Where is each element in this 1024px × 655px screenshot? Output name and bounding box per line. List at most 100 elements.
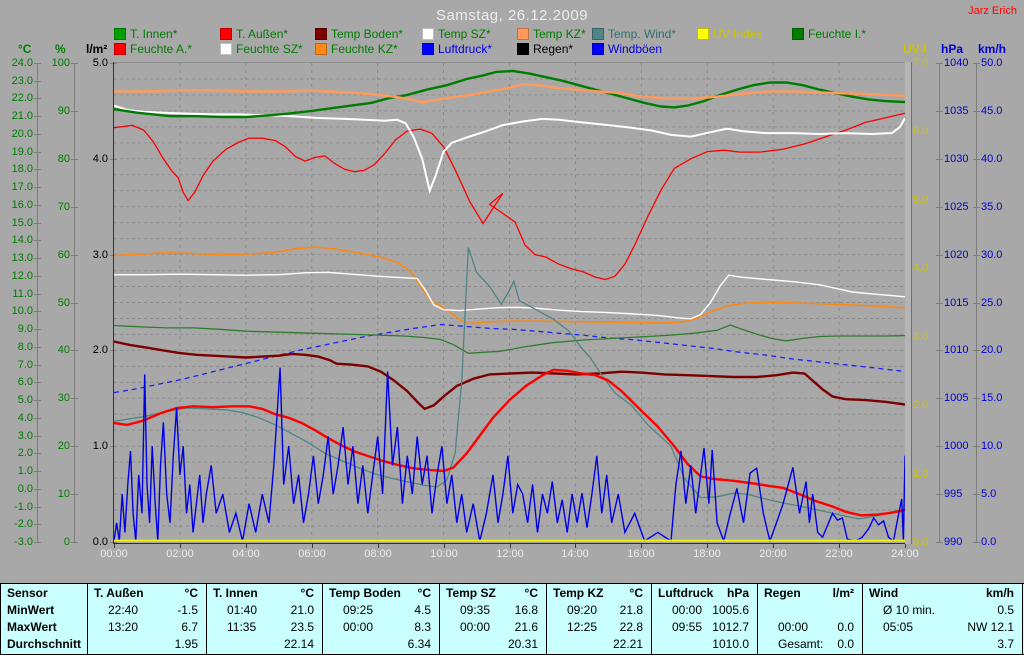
table-data-row: 3.7 (863, 636, 1022, 653)
legend-swatch-icon (592, 43, 604, 55)
axis-kmh-tick (973, 159, 980, 160)
axis-c-tick-label: 12.0 (11, 270, 33, 282)
axis--tick-label: 0 (63, 536, 70, 548)
cell-time: 00:00 (343, 620, 374, 634)
axis-kmh-tick-label: 25.0 (981, 297, 1003, 309)
axis-kmh-tick-label: 45.0 (981, 105, 1003, 117)
page-title: Samstag, 26.12.2009 (435, 7, 589, 24)
legend-swatch-icon (592, 28, 604, 40)
axis-hpa-line (939, 63, 940, 542)
table-column-luftdruck: Luftdruck hPa 00:00 1005.6 09:55 1012.7 1010.0 (652, 584, 758, 654)
axis-c-tick-label: 13.0 (11, 252, 33, 264)
axis-hpa-tick-label: 990 (944, 536, 963, 548)
column-name: Luftdruck (658, 586, 714, 600)
axis-x-tick (575, 544, 576, 548)
series-temp-boden (114, 340, 905, 411)
axis-hpa-tick (936, 63, 943, 64)
axis--tick (71, 303, 78, 304)
axis-c-tick-label: 21.0 (11, 110, 33, 122)
axis-uvi-tick-label: 6.0 (913, 125, 929, 137)
column-name: Temp KZ (553, 586, 604, 600)
cell-value: 1010.0 (712, 637, 749, 651)
axis-uvi-tick-label: 0.0 (913, 536, 929, 548)
axis--tick (71, 159, 78, 160)
axis-x-tick-label: 10:00 (430, 548, 458, 560)
axis-c-tick (34, 400, 41, 401)
column-name: Wind (869, 586, 899, 600)
axis--tick-label: 40 (57, 344, 70, 356)
table-header-row: Temp Boden °C (323, 585, 439, 602)
axis-x-tick (312, 544, 313, 548)
axis-lm-header: l/m² (86, 42, 108, 56)
series-feuchte-sz (114, 271, 905, 320)
legend-item-temp-kz-: Temp KZ* (517, 27, 586, 41)
table-column-temp-sz: Temp SZ °C 09:35 16.8 00:00 21.6 20.31 (440, 584, 547, 654)
axis-c-tick (34, 436, 41, 437)
axis-c-tick-label: 24.0 (11, 57, 33, 69)
legend-swatch-icon (220, 43, 232, 55)
table-data-row: 09:20 21.8 (547, 602, 651, 619)
cell-value: 16.8 (514, 603, 538, 617)
axis-c-tick (34, 329, 41, 330)
column-unit: km/h (985, 586, 1014, 600)
legend-swatch-icon (315, 28, 327, 40)
axis-kmh-tick-label: 0.0 (981, 536, 997, 548)
cell-time: 00:00 (460, 620, 491, 634)
axis-kmh-tick (973, 350, 980, 351)
axis-c-tick-label: 9.0 (17, 323, 33, 335)
axis-hpa-tick-label: 1015 (944, 297, 969, 309)
table-header-row: T. Außen °C (88, 585, 206, 602)
table-data-row: 22.21 (547, 636, 651, 653)
axis-c-tick-label: 8.0 (17, 341, 33, 353)
axis-x-tick (707, 544, 708, 548)
legend-item-feuchte-a-: Feuchte A.* (114, 42, 192, 56)
plot-border-left (113, 62, 114, 544)
legend-label: Temp. Wind* (608, 27, 677, 41)
axis-c-tick (34, 223, 41, 224)
axis-kmh-tick (973, 542, 980, 543)
stats-table: Sensor MinWert MaxWert Durchschnitt T. Außen… (0, 583, 1024, 655)
plot-border-bottom (113, 543, 911, 544)
axis-kmh-tick (973, 446, 980, 447)
legend-swatch-icon (114, 28, 126, 40)
axis--tick (71, 63, 78, 64)
axis-c-tick (34, 98, 41, 99)
table-row-label-row: Sensor (1, 585, 87, 602)
cell-value: 1005.6 (712, 603, 749, 617)
cell-value: 8.3 (414, 620, 431, 634)
axis-uvi-tick-label: 3.0 (913, 331, 929, 343)
series-feuchte-kz (114, 246, 905, 325)
table-data-row: 22:40 -1.5 (88, 602, 206, 619)
axis-c-header: °C (18, 42, 32, 56)
legend-swatch-icon (315, 43, 327, 55)
axis-x-tick-label: 00:00 (100, 548, 128, 560)
legend-swatch-icon (422, 43, 434, 55)
axis-c-tick (34, 347, 41, 348)
cell-value: 1.95 (174, 637, 198, 651)
cell-value: 6.34 (407, 637, 431, 651)
table-data-row: 00:00 1005.6 (652, 602, 757, 619)
axis-c-tick-label: -1.0 (14, 501, 33, 513)
axis-kmh-tick (973, 494, 980, 495)
axis-lm-tick-label: 0.0 (92, 536, 108, 548)
axis-kmh-tick-label: 5.0 (981, 488, 997, 500)
table-data-row: 6.34 (323, 636, 439, 653)
axis-hpa-tick (936, 207, 943, 208)
legend-item-windb-en: Windböen (592, 42, 662, 56)
axis-hpa-tick (936, 446, 943, 447)
legend-label: Feuchte KZ* (331, 42, 398, 56)
axis-c-tick (34, 205, 41, 206)
table-data-row: 05:05 NW 12.1 (863, 619, 1022, 636)
table-row-label: Durchschnitt (7, 637, 82, 651)
axis--tick (71, 446, 78, 447)
axis-c-tick (34, 471, 41, 472)
table-header-row: Wind km/h (863, 585, 1022, 602)
plot-border-right (905, 62, 912, 544)
column-unit: °C (629, 586, 643, 600)
axis-c-line (37, 63, 38, 542)
legend-label: Feuchte SZ* (236, 42, 303, 56)
table-data-row: 1.95 (88, 636, 206, 653)
axis-x-tick-label: 24:00 (891, 548, 919, 560)
chart-svg (114, 63, 905, 542)
